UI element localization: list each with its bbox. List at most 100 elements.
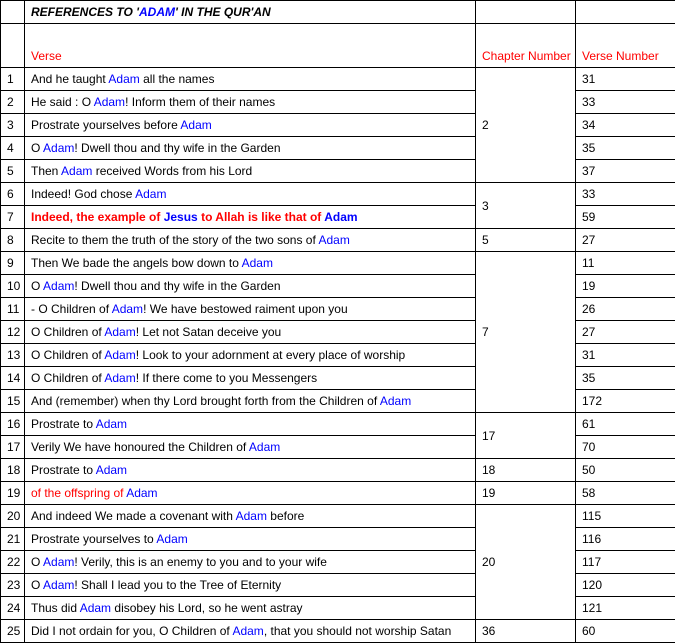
row-index: 5 — [1, 160, 25, 183]
verse-number: 70 — [576, 436, 675, 459]
row-index: 18 — [1, 459, 25, 482]
chapter-number: 7 — [476, 252, 576, 413]
row-index: 11 — [1, 298, 25, 321]
verse-text: O Adam! Verily, this is an enemy to you … — [25, 551, 476, 574]
table-row: 9Then We bade the angels bow down to Ada… — [1, 252, 675, 275]
verse-text: Indeed! God chose Adam — [25, 183, 476, 206]
table-row: 1And he taught Adam all the names231 — [1, 68, 675, 91]
verse-number: 61 — [576, 413, 675, 436]
verse-number: 11 — [576, 252, 675, 275]
verse-number: 34 — [576, 114, 675, 137]
header-row: VerseChapter NumberVerse Number — [1, 24, 675, 68]
verse-text: And (remember) when thy Lord brought for… — [25, 390, 476, 413]
verse-number: 31 — [576, 68, 675, 91]
verse-text: of the offspring of Adam — [25, 482, 476, 505]
verse-text: O Children of Adam! Look to your adornme… — [25, 344, 476, 367]
table-title: REFERENCES TO 'ADAM' IN THE QUR'AN — [25, 1, 476, 24]
verse-text: Prostrate yourselves to Adam — [25, 528, 476, 551]
row-index: 14 — [1, 367, 25, 390]
verse-number: 121 — [576, 597, 675, 620]
row-index: 20 — [1, 505, 25, 528]
verse-text: O Adam! Dwell thou and thy wife in the G… — [25, 137, 476, 160]
verse-number: 37 — [576, 160, 675, 183]
verse-number: 60 — [576, 620, 675, 643]
row-index: 13 — [1, 344, 25, 367]
empty-cell — [1, 1, 25, 24]
verse-number: 33 — [576, 183, 675, 206]
verse-number: 59 — [576, 206, 675, 229]
verse-text: He said : O Adam! Inform them of their n… — [25, 91, 476, 114]
verse-text: O Children of Adam! If there come to you… — [25, 367, 476, 390]
verse-number: 33 — [576, 91, 675, 114]
row-index: 16 — [1, 413, 25, 436]
row-index: 24 — [1, 597, 25, 620]
verse-number: 19 — [576, 275, 675, 298]
verse-number: 27 — [576, 321, 675, 344]
verse-text: O Adam! Dwell thou and thy wife in the G… — [25, 275, 476, 298]
row-index: 1 — [1, 68, 25, 91]
table-row: 18Prostrate to Adam1850 — [1, 459, 675, 482]
row-index: 19 — [1, 482, 25, 505]
row-index: 12 — [1, 321, 25, 344]
row-index: 6 — [1, 183, 25, 206]
table-row: 20And indeed We made a covenant with Ada… — [1, 505, 675, 528]
table-row: 8Recite to them the truth of the story o… — [1, 229, 675, 252]
row-index: 21 — [1, 528, 25, 551]
verse-text: O Children of Adam! Let not Satan deceiv… — [25, 321, 476, 344]
verse-text: - O Children of Adam! We have bestowed r… — [25, 298, 476, 321]
header-verse: Verse — [25, 24, 476, 68]
verse-number: 120 — [576, 574, 675, 597]
row-index: 10 — [1, 275, 25, 298]
row-index: 4 — [1, 137, 25, 160]
row-index: 2 — [1, 91, 25, 114]
row-index: 9 — [1, 252, 25, 275]
verse-number: 117 — [576, 551, 675, 574]
chapter-number: 36 — [476, 620, 576, 643]
verse-text: Did I not ordain for you, O Children of … — [25, 620, 476, 643]
verse-text: And he taught Adam all the names — [25, 68, 476, 91]
verse-number: 31 — [576, 344, 675, 367]
row-index: 22 — [1, 551, 25, 574]
chapter-number: 5 — [476, 229, 576, 252]
row-index: 25 — [1, 620, 25, 643]
verse-text: Indeed, the example of Jesus to Allah is… — [25, 206, 476, 229]
verse-number: 116 — [576, 528, 675, 551]
verse-text: And indeed We made a covenant with Adam … — [25, 505, 476, 528]
row-index: 7 — [1, 206, 25, 229]
verse-text: Prostrate to Adam — [25, 413, 476, 436]
table-row: 16Prostrate to Adam1761 — [1, 413, 675, 436]
title-row: REFERENCES TO 'ADAM' IN THE QUR'AN — [1, 1, 675, 24]
chapter-number: 3 — [476, 183, 576, 229]
empty-cell — [576, 1, 675, 24]
chapter-number: 17 — [476, 413, 576, 459]
verse-text: Verily We have honoured the Children of … — [25, 436, 476, 459]
chapter-number: 2 — [476, 68, 576, 183]
verse-text: Then We bade the angels bow down to Adam — [25, 252, 476, 275]
verse-text: Prostrate yourselves before Adam — [25, 114, 476, 137]
verse-number: 58 — [576, 482, 675, 505]
verse-text: Prostrate to Adam — [25, 459, 476, 482]
table-row: 19of the offspring of Adam1958 — [1, 482, 675, 505]
row-index: 8 — [1, 229, 25, 252]
verse-number: 27 — [576, 229, 675, 252]
verse-number: 50 — [576, 459, 675, 482]
table-row: 6Indeed! God chose Adam333 — [1, 183, 675, 206]
chapter-number: 20 — [476, 505, 576, 620]
verse-number: 172 — [576, 390, 675, 413]
verse-number: 115 — [576, 505, 675, 528]
row-index: 15 — [1, 390, 25, 413]
row-index: 3 — [1, 114, 25, 137]
chapter-number: 19 — [476, 482, 576, 505]
header-chapter: Chapter Number — [476, 24, 576, 68]
verse-number: 35 — [576, 367, 675, 390]
empty-cell — [476, 1, 576, 24]
verse-text: O Adam! Shall I lead you to the Tree of … — [25, 574, 476, 597]
verse-number: 26 — [576, 298, 675, 321]
verse-text: Then Adam received Words from his Lord — [25, 160, 476, 183]
chapter-number: 18 — [476, 459, 576, 482]
row-index: 23 — [1, 574, 25, 597]
verse-text: Thus did Adam disobey his Lord, so he we… — [25, 597, 476, 620]
references-table: REFERENCES TO 'ADAM' IN THE QUR'ANVerseC… — [0, 0, 675, 643]
verse-number: 35 — [576, 137, 675, 160]
row-index: 17 — [1, 436, 25, 459]
